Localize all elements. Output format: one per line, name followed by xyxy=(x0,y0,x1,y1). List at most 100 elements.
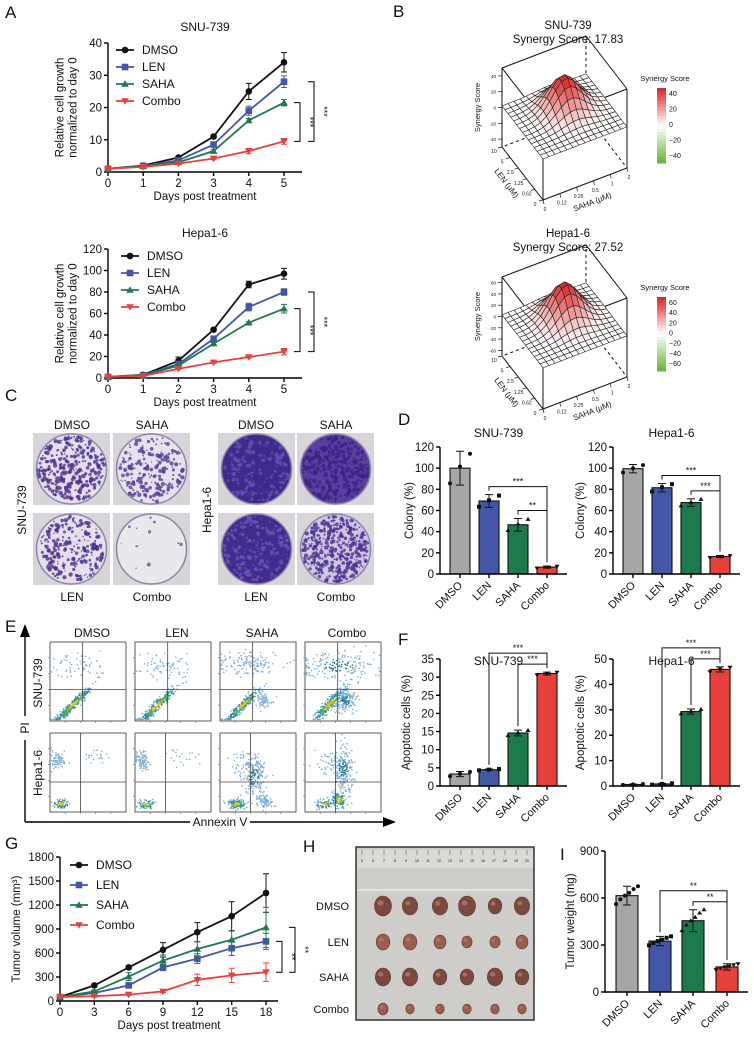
colony-dot xyxy=(359,463,363,467)
event-dot xyxy=(135,806,138,808)
colony-dot xyxy=(44,544,47,547)
colony-dot xyxy=(278,445,283,450)
z-tick-label: -20 xyxy=(489,326,496,331)
triangle-down-marker xyxy=(90,993,99,1000)
event-dot xyxy=(243,662,246,665)
colony-dot xyxy=(150,461,153,463)
colony-dot xyxy=(100,560,102,562)
colony-dot xyxy=(317,571,321,575)
triangle-up-marker xyxy=(688,708,694,713)
event-dot xyxy=(305,671,308,673)
legend-item: LEN xyxy=(121,266,170,280)
colony-dot xyxy=(269,490,274,494)
colony-dot xyxy=(277,474,280,477)
colony-dot xyxy=(310,564,312,566)
colony-dot xyxy=(130,472,133,476)
event-dot xyxy=(156,699,158,702)
y-tick-label: 30 xyxy=(421,672,434,684)
triangle-down-marker xyxy=(174,366,183,373)
y-tick-label: 10 xyxy=(421,745,434,757)
colony-dot xyxy=(228,540,230,542)
colony-dot xyxy=(70,445,72,447)
event-dot xyxy=(338,708,340,710)
colorbar-segment xyxy=(657,160,666,164)
event-dot xyxy=(258,689,261,692)
event-dot xyxy=(224,655,226,657)
event-dot xyxy=(236,709,239,711)
event-dot xyxy=(312,663,314,665)
colony-dot xyxy=(250,475,253,478)
colony-dot xyxy=(310,464,314,468)
colony-dot xyxy=(135,567,137,569)
event-dot xyxy=(332,668,334,671)
event-dot xyxy=(349,665,352,668)
significance-bracket xyxy=(488,652,548,765)
circle-marker xyxy=(448,481,452,486)
event-dot xyxy=(142,764,145,767)
colony-dot xyxy=(76,577,80,582)
event-dot xyxy=(329,663,331,665)
colony-dot xyxy=(321,490,324,493)
colony-dot xyxy=(152,520,156,524)
event-dot xyxy=(260,663,262,666)
colony-dot xyxy=(71,526,74,529)
colony-dot xyxy=(244,558,246,560)
colony-dot xyxy=(322,459,326,463)
colony-dot xyxy=(53,532,55,535)
circle-marker xyxy=(262,889,270,897)
event-dot xyxy=(252,691,255,694)
y-axis-label: Apoptotic cells (%) xyxy=(575,675,587,770)
colony-dot xyxy=(124,479,126,482)
y-tick-label: 300 xyxy=(35,972,54,984)
z-axis-label: Synergy Score xyxy=(473,83,482,132)
event-dot xyxy=(61,761,63,764)
event-dot xyxy=(262,664,264,666)
colony-dot xyxy=(354,550,359,555)
event-dot xyxy=(235,713,238,715)
colony-dot xyxy=(328,481,332,485)
circle-marker xyxy=(121,46,129,54)
event-dot xyxy=(346,694,349,697)
triangle-up-marker xyxy=(692,914,698,919)
colony-dot xyxy=(56,576,59,580)
colony-dot xyxy=(49,560,53,564)
event-dot xyxy=(185,661,187,664)
event-dot xyxy=(54,806,56,808)
event-dot xyxy=(365,644,367,647)
event-dot xyxy=(68,705,71,707)
triangle-up-marker xyxy=(121,80,129,87)
colony-dot xyxy=(359,483,362,485)
colony-dot xyxy=(74,565,77,568)
triangle-up-marker xyxy=(698,496,704,501)
y-tick-label: 120 xyxy=(415,442,434,454)
x-tick-label: 3 xyxy=(210,178,216,190)
event-dot xyxy=(262,690,264,693)
event-dot xyxy=(346,683,349,685)
colony-dot xyxy=(150,481,153,483)
box-edge xyxy=(542,167,628,201)
event-dot xyxy=(166,663,168,665)
event-dot xyxy=(242,664,245,666)
event-dot xyxy=(338,711,340,714)
event-dot xyxy=(338,665,340,668)
colony-dot xyxy=(351,463,354,466)
event-dot xyxy=(262,671,264,673)
colony-dot xyxy=(78,446,81,449)
colorbar-segment xyxy=(657,153,666,158)
colorbar-segment xyxy=(657,91,666,95)
event-dot xyxy=(331,706,334,709)
event-dot xyxy=(147,715,149,718)
colony-dot xyxy=(232,456,237,461)
event-dot xyxy=(237,710,240,713)
event-dot xyxy=(144,713,146,716)
colony-dot xyxy=(62,477,66,481)
bar-combo xyxy=(709,668,731,787)
colony-dot xyxy=(54,489,59,493)
y-tick xyxy=(522,178,527,181)
event-dot xyxy=(362,664,365,667)
colony-dot xyxy=(147,530,152,534)
event-dot xyxy=(171,665,174,667)
colony-dot xyxy=(71,475,76,479)
event-dot xyxy=(160,660,162,663)
